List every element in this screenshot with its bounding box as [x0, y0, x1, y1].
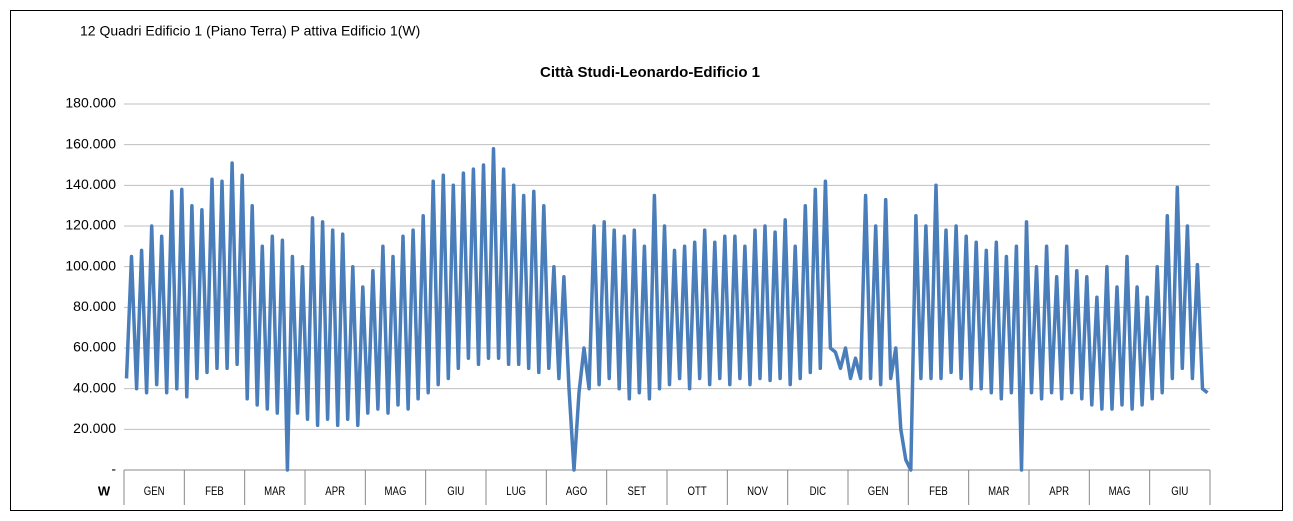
y-tick-label: 140.000: [65, 176, 116, 192]
y-tick-label: 80.000: [73, 298, 116, 314]
chart-title: Città Studi-Leonardo-Edificio 1: [540, 64, 760, 81]
x-tick-label: OTT: [688, 485, 708, 498]
x-tick-label: APR: [325, 485, 345, 498]
x-tick-label: GEN: [868, 485, 889, 498]
x-tick-label: GEN: [144, 485, 165, 498]
x-tick-label: FEB: [205, 485, 224, 498]
x-tick-label: GIU: [447, 485, 464, 498]
y-tick-label: 160.000: [65, 135, 116, 151]
series-line: [124, 146, 1209, 472]
y-tick-label: 60.000: [73, 339, 116, 355]
y-tick-label: 120.000: [65, 217, 116, 233]
y-tick-label: 20.000: [73, 420, 116, 436]
x-tick-label: APR: [1049, 485, 1069, 498]
x-tick-label: AGO: [566, 485, 587, 498]
x-tick-label: FEB: [929, 485, 948, 498]
y-tick-label: -: [111, 461, 116, 477]
y-tick-label: 40.000: [73, 379, 116, 395]
x-tick-label: MAG: [385, 485, 407, 498]
x-tick-label: MAR: [988, 485, 1009, 498]
y-tick-label: 100.000: [65, 257, 116, 273]
x-tick-label: LUG: [506, 485, 526, 498]
x-tick-label: GIU: [1171, 485, 1188, 498]
x-tick-label: MAR: [264, 485, 285, 498]
y-tick-label: 180.000: [65, 95, 116, 111]
x-tick-label: DIC: [810, 485, 827, 498]
x-tick-label: MAG: [1109, 485, 1131, 498]
x-axis-label: W: [98, 483, 111, 498]
x-tick-label: SET: [628, 485, 647, 498]
header: 12 Quadri Edificio 1 (Piano Terra) P att…: [80, 23, 420, 39]
x-tick-label: NOV: [747, 485, 768, 498]
